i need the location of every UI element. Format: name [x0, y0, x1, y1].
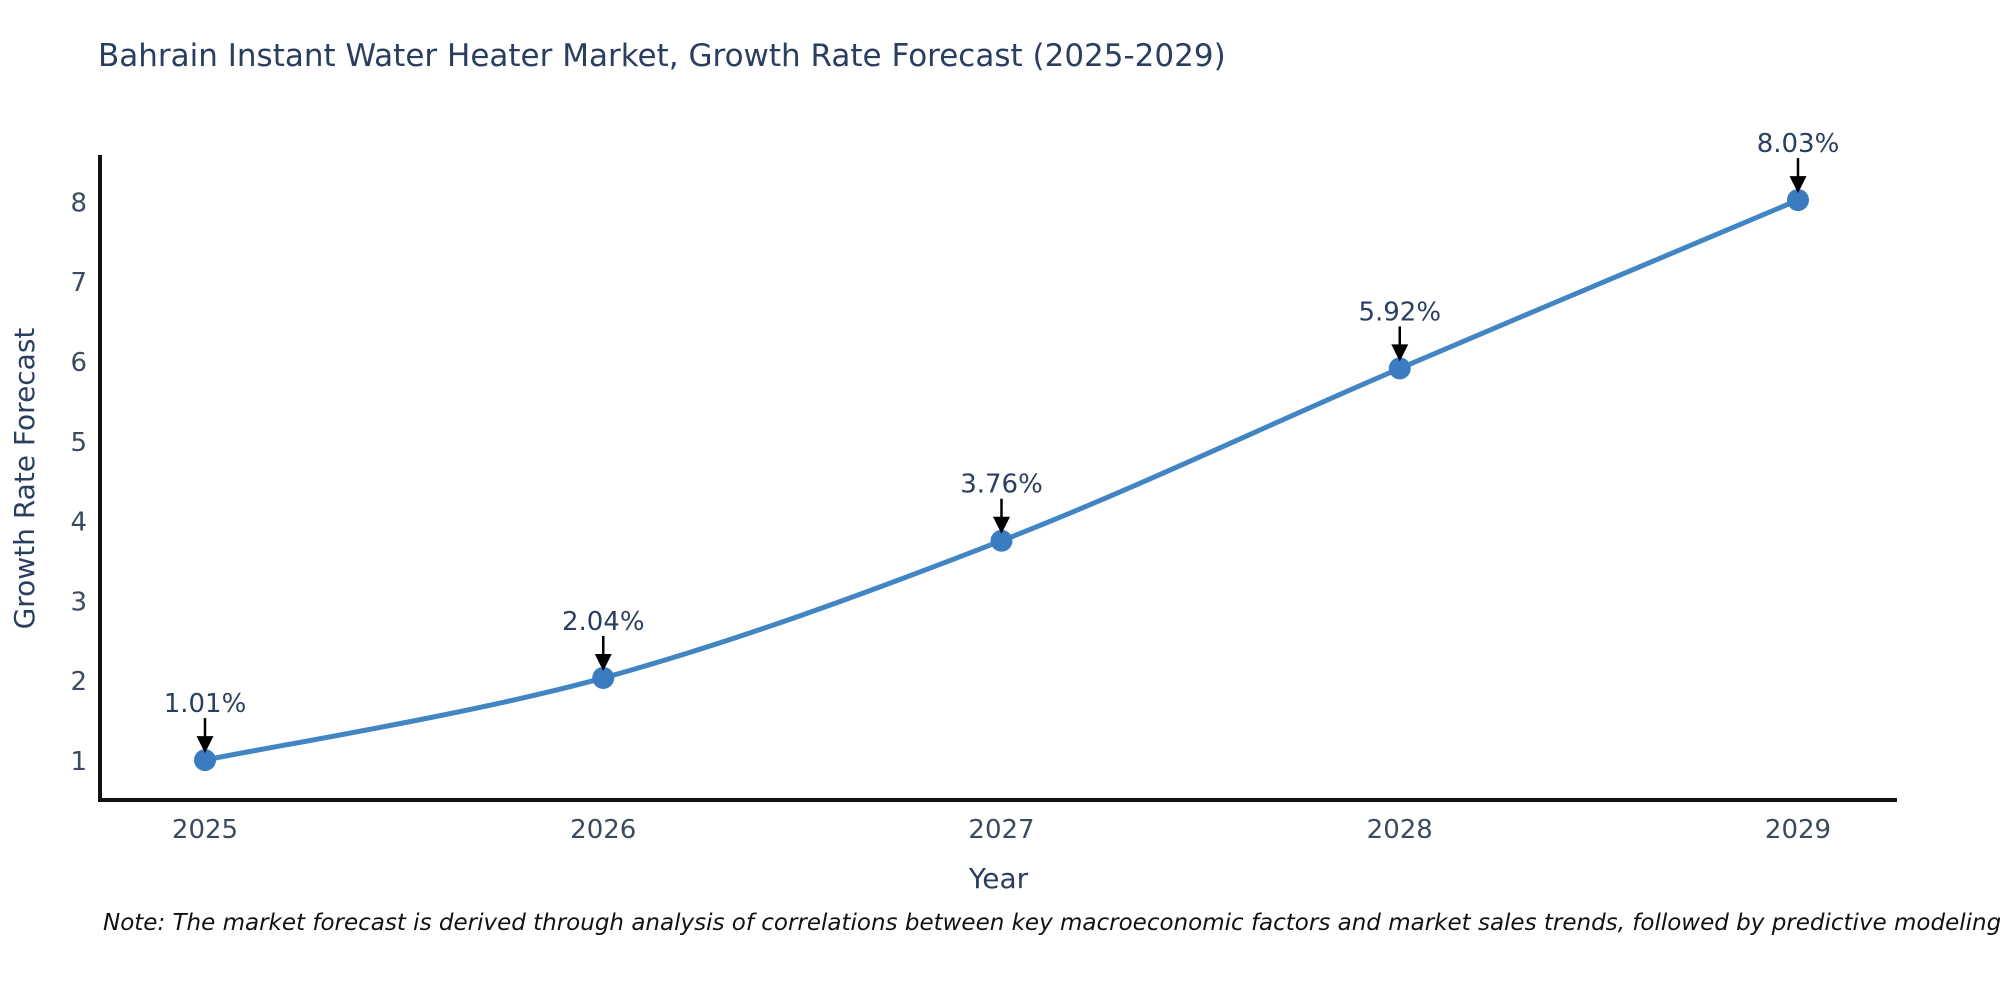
annotation-arrow-head [594, 653, 612, 671]
data-point-marker [592, 666, 615, 689]
y-tick-label: 1 [70, 747, 87, 777]
chart-title: Bahrain Instant Water Heater Market, Gro… [98, 38, 1226, 74]
x-tick-label: 2026 [570, 815, 636, 845]
data-point-marker [1787, 189, 1809, 212]
annotation-arrow-head [993, 516, 1010, 534]
data-point-marker [194, 749, 216, 772]
y-tick-label: 3 [70, 587, 87, 617]
y-tick-label: 6 [70, 348, 87, 378]
x-tick-label: 2025 [172, 815, 238, 845]
x-tick-label: 2027 [968, 815, 1034, 845]
annotation-arrow-head [1789, 176, 1807, 194]
x-axis-title: Year [968, 862, 1029, 895]
data-point-marker [990, 529, 1013, 552]
y-axis-title: Growth Rate Forecast [8, 328, 41, 630]
y-tick-label: 2 [70, 667, 87, 697]
x-tick-label: 2028 [1367, 815, 1433, 845]
y-tick-label: 7 [70, 268, 87, 298]
x-tick-label: 2029 [1765, 815, 1831, 845]
y-tick-label: 4 [70, 508, 87, 538]
data-point-label: 3.76% [960, 470, 1043, 500]
data-point-label: 5.92% [1358, 297, 1441, 327]
data-point-label: 1.01% [164, 689, 247, 719]
footnote: Note: The market forecast is derived thr… [103, 910, 2000, 936]
data-point-label: 8.03% [1757, 129, 1840, 159]
y-tick-label: 5 [70, 428, 87, 458]
y-tick-label: 8 [70, 188, 87, 218]
data-point-label: 2.04% [562, 607, 645, 637]
annotation-arrow-head [196, 736, 214, 754]
annotation-arrow-head [1391, 344, 1409, 362]
data-point-marker [1388, 357, 1411, 380]
